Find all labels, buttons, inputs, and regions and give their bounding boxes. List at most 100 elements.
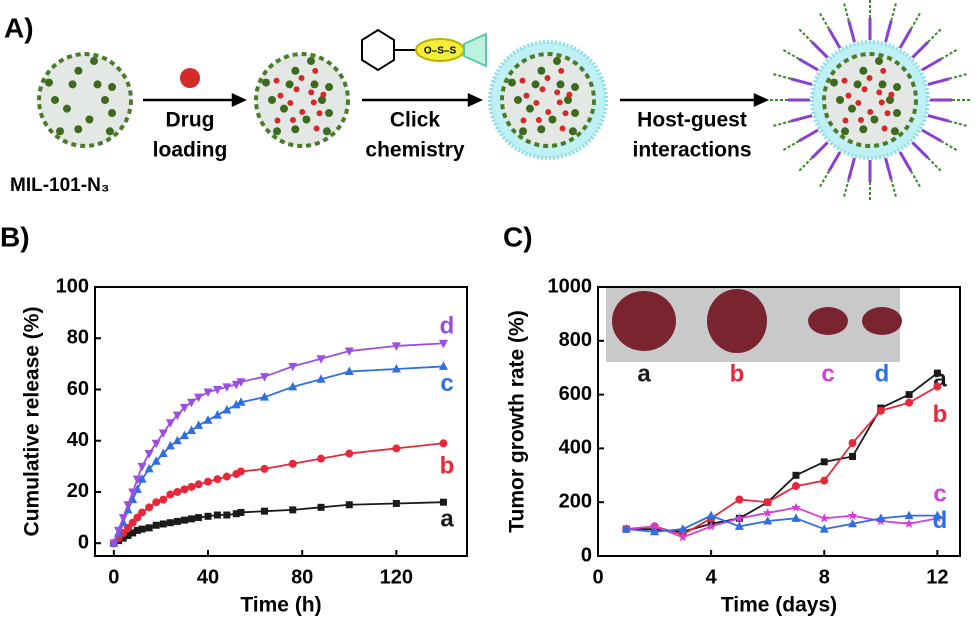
- marker: [848, 439, 857, 448]
- chart: B) 0 40 80 120 0 20 40 60 80 100 Time (h) Cumulative…: [0, 221, 468, 617]
- marker: [345, 449, 354, 458]
- marker: [128, 494, 138, 504]
- marker: [847, 510, 858, 520]
- ligand: [827, 28, 842, 49]
- drug: [880, 67, 887, 74]
- series-label: d: [933, 507, 948, 534]
- ligand: [790, 114, 813, 123]
- marker: [212, 410, 222, 419]
- drug: [562, 110, 569, 117]
- drug: [310, 99, 317, 106]
- series-line: [626, 514, 938, 533]
- x-tick-label: 8: [819, 566, 830, 588]
- node: [268, 95, 277, 104]
- peg-chain: [819, 170, 830, 188]
- marker: [137, 462, 147, 472]
- ligand: [798, 57, 819, 72]
- marker: [145, 524, 153, 532]
- ligand: [898, 28, 913, 49]
- series-line: [112, 342, 444, 544]
- marker: [222, 383, 232, 392]
- series-line: [626, 372, 938, 533]
- drug: [312, 67, 319, 74]
- y-axis-label: Cumulative release (%): [21, 307, 44, 537]
- marker: [236, 467, 245, 476]
- marker: [933, 369, 941, 377]
- drug: [545, 108, 552, 115]
- tumor: [707, 289, 767, 353]
- marker: [905, 398, 914, 407]
- inset-label: b: [730, 360, 745, 387]
- marker: [791, 482, 800, 491]
- marker: [213, 475, 222, 484]
- drug: [533, 99, 540, 106]
- panel-label: C): [503, 221, 533, 252]
- marker: [129, 529, 137, 537]
- marker: [159, 520, 167, 528]
- node: [564, 96, 572, 104]
- peg-chain: [773, 73, 792, 80]
- drug: [558, 67, 565, 74]
- node: [302, 115, 311, 124]
- series-line: [113, 442, 444, 544]
- node: [108, 83, 117, 92]
- drug: [520, 117, 527, 124]
- marker: [203, 388, 213, 398]
- node: [325, 83, 334, 92]
- marker: [439, 498, 447, 506]
- inset-label: d: [875, 360, 890, 387]
- series-label: d: [440, 313, 455, 340]
- marker: [391, 363, 401, 373]
- marker: [904, 518, 914, 528]
- inset-label: a: [637, 360, 651, 387]
- drug: [293, 86, 300, 93]
- plot-frame: [597, 286, 961, 557]
- marker: [678, 532, 688, 542]
- ligand: [847, 20, 856, 43]
- marker: [159, 495, 168, 504]
- node: [548, 115, 557, 124]
- peg-chain: [927, 157, 942, 172]
- inset-label: c: [821, 360, 834, 387]
- peg-chain: [819, 12, 830, 30]
- drug: [289, 117, 296, 124]
- marker: [212, 385, 222, 395]
- drug-icon: [180, 68, 200, 88]
- marker: [735, 495, 744, 504]
- marker: [763, 498, 772, 507]
- drug: [519, 77, 526, 84]
- peg-chain: [940, 140, 958, 151]
- marker: [173, 517, 181, 525]
- marker: [706, 510, 716, 520]
- marker: [932, 510, 942, 520]
- node: [93, 80, 102, 89]
- ligand: [927, 77, 950, 86]
- panel-label: A): [4, 12, 34, 43]
- node: [531, 80, 540, 89]
- node: [291, 66, 300, 75]
- node: [519, 127, 528, 136]
- drug: [566, 91, 573, 98]
- node: [841, 127, 850, 136]
- marker: [195, 514, 203, 522]
- drug: [881, 125, 888, 132]
- y-tick-label: 200: [559, 490, 592, 512]
- marker: [438, 339, 448, 349]
- marker: [933, 382, 942, 391]
- node: [571, 83, 580, 92]
- marker: [820, 458, 828, 466]
- marker: [151, 439, 161, 449]
- peg-chain: [910, 170, 921, 188]
- peg-chain: [927, 28, 942, 43]
- node: [886, 96, 894, 104]
- tumor: [862, 307, 902, 335]
- drug: [316, 110, 323, 117]
- step-label: Host-guest: [637, 109, 747, 132]
- marker: [180, 516, 188, 524]
- node: [893, 83, 902, 92]
- peg-chain: [798, 28, 813, 43]
- marker: [791, 502, 801, 512]
